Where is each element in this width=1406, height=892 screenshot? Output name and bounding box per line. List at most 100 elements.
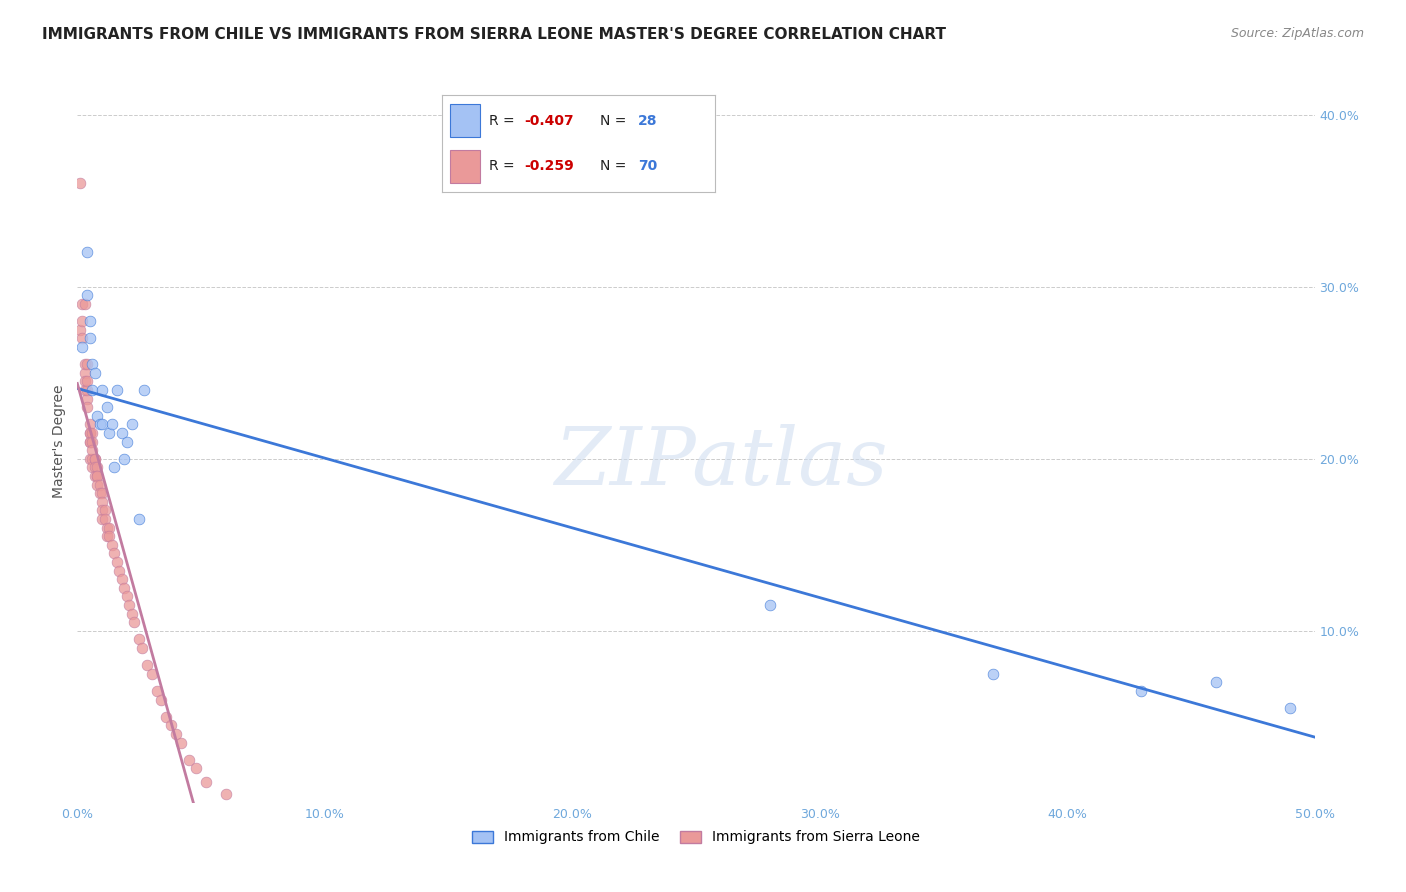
Point (1278, 701, 1301, 715)
Point (131, 640, 153, 655)
Point (96, 400, 118, 414)
Point (86, 469, 108, 483)
Point (76, 392, 98, 406)
Point (72, 340, 94, 354)
Point (135, 658, 157, 673)
Point (108, 564, 131, 578)
Point (98, 425, 121, 440)
Point (1130, 684, 1153, 698)
Point (76, 400, 98, 414)
Point (91, 494, 114, 508)
Point (69, 177, 91, 191)
Point (128, 512, 150, 526)
Point (121, 607, 143, 621)
Point (105, 383, 128, 397)
Point (112, 451, 135, 466)
Point (170, 735, 193, 749)
Point (79, 314, 101, 328)
Point (118, 598, 141, 612)
Point (73, 357, 96, 371)
Point (759, 598, 782, 612)
Point (112, 581, 135, 595)
Point (145, 684, 167, 698)
Point (72, 314, 94, 328)
Point (111, 572, 134, 586)
Point (72, 297, 94, 311)
Point (128, 632, 150, 647)
Legend: Immigrants from Chile, Immigrants from Sierra Leone: Immigrants from Chile, Immigrants from S… (467, 825, 925, 850)
Point (73, 297, 96, 311)
Point (79, 425, 101, 440)
Point (111, 425, 134, 440)
Point (215, 787, 238, 801)
Point (134, 383, 156, 397)
Point (76, 357, 98, 371)
Point (98, 529, 121, 543)
Point (96, 520, 118, 534)
Point (1205, 675, 1227, 690)
Point (86, 460, 108, 475)
Point (79, 434, 101, 449)
Point (73, 383, 96, 397)
Point (93, 503, 115, 517)
Point (82, 443, 104, 458)
Point (79, 417, 101, 432)
Point (82, 383, 104, 397)
Point (105, 555, 128, 569)
Point (82, 460, 104, 475)
Point (150, 692, 173, 706)
Point (155, 710, 177, 724)
Text: ZIPatlas: ZIPatlas (554, 425, 887, 502)
Point (76, 383, 98, 397)
Point (89, 477, 111, 491)
Point (122, 615, 145, 630)
Point (101, 538, 124, 552)
Point (184, 761, 207, 775)
Point (103, 460, 125, 475)
Point (86, 409, 108, 423)
Point (91, 417, 114, 432)
Point (76, 245, 98, 260)
Point (73, 366, 96, 380)
Point (82, 451, 104, 466)
Point (82, 357, 104, 371)
Point (83, 469, 105, 483)
Point (86, 477, 108, 491)
Point (79, 451, 101, 466)
Point (93, 512, 115, 526)
Point (73, 375, 96, 389)
Point (91, 383, 114, 397)
Point (79, 425, 101, 440)
Point (121, 417, 143, 432)
Point (82, 425, 104, 440)
Point (91, 503, 114, 517)
Point (103, 546, 125, 560)
Point (76, 375, 98, 389)
Point (91, 512, 114, 526)
Point (83, 451, 105, 466)
Text: Source: ZipAtlas.com: Source: ZipAtlas.com (1230, 27, 1364, 40)
Point (79, 331, 101, 345)
Point (89, 486, 111, 500)
Point (115, 590, 138, 604)
Point (160, 718, 183, 732)
Point (72, 331, 94, 345)
Point (79, 434, 101, 449)
Point (177, 753, 200, 767)
Text: IMMIGRANTS FROM CHILE VS IMMIGRANTS FROM SIERRA LEONE MASTER'S DEGREE CORRELATIO: IMMIGRANTS FROM CHILE VS IMMIGRANTS FROM… (42, 27, 946, 42)
Point (91, 486, 114, 500)
Point (195, 775, 218, 789)
Point (115, 434, 138, 449)
Point (165, 727, 187, 741)
Point (83, 460, 105, 475)
Point (82, 434, 104, 449)
Point (83, 451, 105, 466)
Point (76, 288, 98, 302)
Point (86, 469, 108, 483)
Point (141, 666, 163, 681)
Point (98, 520, 121, 534)
Y-axis label: Master's Degree: Master's Degree (52, 384, 66, 499)
Point (96, 529, 118, 543)
Point (83, 366, 105, 380)
Point (69, 323, 91, 337)
